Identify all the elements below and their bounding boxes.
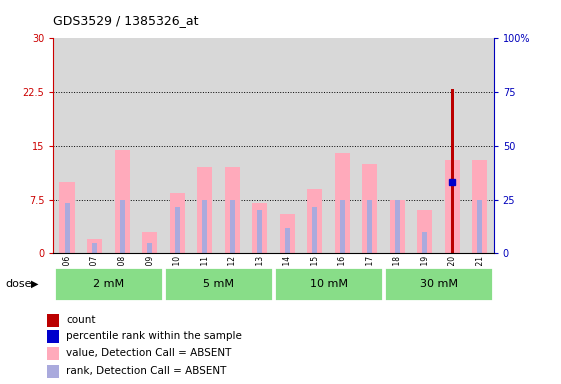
Bar — [477, 200, 482, 253]
Bar — [450, 89, 454, 253]
Bar — [356, 38, 384, 253]
Bar — [191, 38, 218, 253]
Bar — [224, 167, 240, 253]
Bar — [147, 243, 152, 253]
Bar — [59, 182, 75, 253]
Text: 5 mM: 5 mM — [203, 279, 234, 289]
Bar — [218, 38, 246, 253]
Bar — [92, 243, 97, 253]
Bar — [301, 38, 329, 253]
Bar — [257, 210, 262, 253]
Bar — [47, 347, 59, 360]
Bar — [273, 38, 301, 253]
Bar — [142, 232, 157, 253]
Bar — [119, 200, 125, 253]
Bar — [329, 38, 356, 253]
Text: ▶: ▶ — [31, 279, 38, 289]
Bar — [422, 232, 427, 253]
Bar — [197, 167, 212, 253]
Text: 10 mM: 10 mM — [310, 279, 347, 289]
Bar — [340, 200, 345, 253]
Bar — [362, 164, 378, 253]
FancyBboxPatch shape — [54, 267, 163, 301]
Bar — [65, 203, 70, 253]
Bar — [335, 153, 350, 253]
Bar — [246, 38, 273, 253]
Text: rank, Detection Call = ABSENT: rank, Detection Call = ABSENT — [66, 366, 227, 376]
Bar — [252, 203, 267, 253]
Bar — [53, 38, 81, 253]
Bar — [417, 210, 433, 253]
Bar — [390, 200, 405, 253]
Text: dose: dose — [6, 279, 32, 289]
Bar — [174, 207, 180, 253]
Bar — [312, 207, 318, 253]
Bar — [202, 200, 207, 253]
Bar — [472, 160, 488, 253]
Bar — [384, 38, 411, 253]
Bar — [87, 239, 102, 253]
Bar — [307, 189, 323, 253]
FancyBboxPatch shape — [274, 267, 383, 301]
Bar — [411, 38, 439, 253]
FancyBboxPatch shape — [164, 267, 273, 301]
Bar — [229, 200, 234, 253]
Bar — [439, 38, 466, 253]
Bar — [108, 38, 136, 253]
Bar — [367, 200, 373, 253]
Bar — [169, 192, 185, 253]
Text: GDS3529 / 1385326_at: GDS3529 / 1385326_at — [53, 14, 199, 27]
Bar — [47, 365, 59, 378]
Bar — [395, 200, 400, 253]
FancyBboxPatch shape — [384, 267, 493, 301]
Text: percentile rank within the sample: percentile rank within the sample — [66, 331, 242, 341]
Text: 30 mM: 30 mM — [420, 279, 458, 289]
Text: count: count — [66, 315, 95, 325]
Bar — [81, 38, 108, 253]
Bar — [466, 38, 494, 253]
Bar — [163, 38, 191, 253]
Text: value, Detection Call = ABSENT: value, Detection Call = ABSENT — [66, 348, 231, 358]
Bar — [285, 228, 289, 253]
Bar — [114, 149, 130, 253]
Bar — [47, 330, 59, 343]
Bar — [47, 314, 59, 327]
Bar — [136, 38, 163, 253]
Bar — [445, 160, 460, 253]
Bar — [280, 214, 295, 253]
Text: 2 mM: 2 mM — [93, 279, 124, 289]
